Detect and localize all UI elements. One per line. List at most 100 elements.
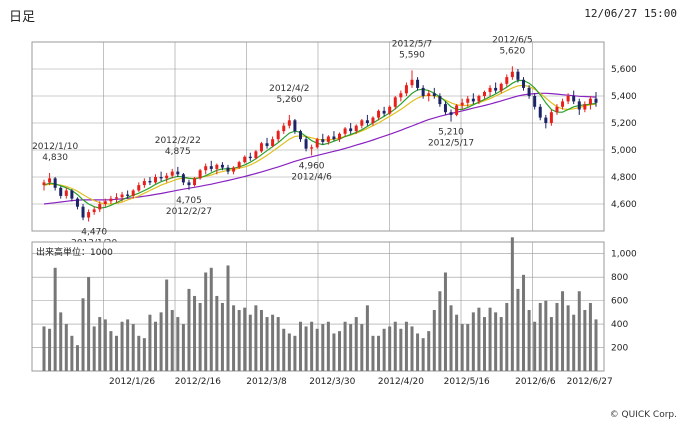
volume-bar	[349, 324, 353, 371]
annotation-date: 2012/2/22	[155, 136, 201, 146]
candle-body	[142, 181, 146, 186]
candle-body	[577, 101, 581, 110]
volume-bar	[577, 291, 581, 371]
candle-body	[321, 139, 325, 142]
volume-bar	[265, 317, 269, 371]
candle-body	[388, 106, 392, 114]
candle-body	[427, 93, 431, 96]
timestamp: 12/06/27 15:00	[584, 7, 677, 20]
candle-body	[516, 71, 520, 80]
volume-bar	[98, 317, 102, 371]
annotation-date: 2012/6/5	[492, 35, 532, 45]
candle-body	[148, 181, 152, 183]
volume-bar	[187, 288, 191, 371]
candle-body	[204, 166, 208, 171]
price-tick-label: 4,800	[611, 173, 637, 183]
candle-body	[81, 206, 85, 218]
volume-bar	[204, 272, 208, 371]
chart-title: 日足	[9, 10, 36, 25]
candle-body	[505, 77, 509, 84]
volume-bar	[59, 312, 63, 371]
volume-bar	[120, 321, 124, 371]
volume-bar	[499, 317, 503, 371]
ma-mid-line	[43, 84, 597, 205]
candle-body	[561, 101, 565, 107]
volume-bar	[315, 328, 319, 371]
candle-body	[209, 166, 213, 169]
volume-bar	[276, 317, 280, 371]
volume-bar	[594, 319, 598, 371]
candle-body	[421, 87, 425, 96]
candle-body	[371, 117, 375, 123]
volume-bar	[75, 345, 79, 371]
volume-bar	[282, 328, 286, 371]
candle-body	[215, 164, 219, 169]
annotation-price: 5,590	[399, 50, 425, 60]
candle-body	[549, 112, 553, 123]
candle-body	[237, 162, 241, 168]
candle-body	[181, 174, 185, 183]
candle-body	[75, 198, 79, 207]
volume-bar	[572, 314, 576, 371]
candle-body	[326, 136, 330, 142]
candle-body	[64, 190, 68, 196]
volume-bar	[438, 291, 442, 371]
volume-bar	[443, 272, 447, 371]
candle-body	[382, 110, 386, 114]
price-tick-label: 5,400	[611, 92, 637, 102]
volume-bar	[209, 267, 213, 371]
volume-bar	[193, 295, 197, 371]
candle-body	[588, 98, 592, 105]
annotation-date: 2012/2/27	[166, 207, 212, 217]
volume-bar	[538, 302, 542, 371]
candle-body	[438, 96, 442, 105]
volume-bar	[544, 300, 548, 371]
annotation-price: 5,620	[499, 46, 525, 56]
volume-bar	[343, 321, 347, 371]
price-tick-label: 5,000	[611, 146, 637, 156]
candle-body	[287, 120, 291, 126]
volume-bar	[549, 317, 553, 371]
candle-body	[103, 201, 107, 204]
x-tick-label: 2012/6/27	[567, 377, 613, 387]
candle-body	[399, 93, 403, 98]
candle-body	[159, 177, 163, 179]
volume-bar	[427, 331, 431, 371]
candle-body	[460, 102, 464, 106]
candle-body	[410, 79, 414, 86]
candle-body	[87, 212, 91, 218]
volume-bar	[298, 321, 302, 371]
volume-tick-label: 400	[611, 320, 628, 330]
volume-bar	[561, 291, 565, 371]
volume-bar	[232, 305, 236, 371]
candle-body	[187, 182, 191, 186]
x-tick-label: 2012/5/16	[444, 377, 490, 387]
candle-body	[449, 112, 453, 115]
annotation-date: 2012/1/10	[32, 142, 78, 152]
volume-bar	[332, 333, 336, 371]
volume-bar	[588, 302, 592, 371]
volume-bar	[254, 305, 258, 371]
annotation-price: 5,210	[438, 128, 464, 138]
volume-bar	[494, 312, 498, 371]
volume-bar	[360, 324, 364, 371]
x-tick-label: 2012/6/6	[515, 377, 556, 387]
volume-bar	[64, 324, 68, 371]
volume-bar	[488, 307, 492, 371]
volume-bar	[354, 317, 358, 371]
candle-body	[298, 131, 302, 140]
volume-bar	[527, 310, 531, 371]
candle-body	[193, 178, 197, 186]
volume-bar	[466, 324, 470, 371]
candle-body	[126, 194, 130, 196]
volume-bar	[170, 310, 174, 371]
x-tick-label: 2012/3/8	[246, 377, 287, 387]
volume-bar	[399, 328, 403, 371]
candle-body	[527, 87, 531, 96]
volume-bar	[304, 326, 308, 371]
volume-bar	[421, 338, 425, 371]
volume-bar	[126, 319, 130, 371]
volume-bar	[555, 302, 559, 371]
candle-body	[471, 98, 475, 102]
